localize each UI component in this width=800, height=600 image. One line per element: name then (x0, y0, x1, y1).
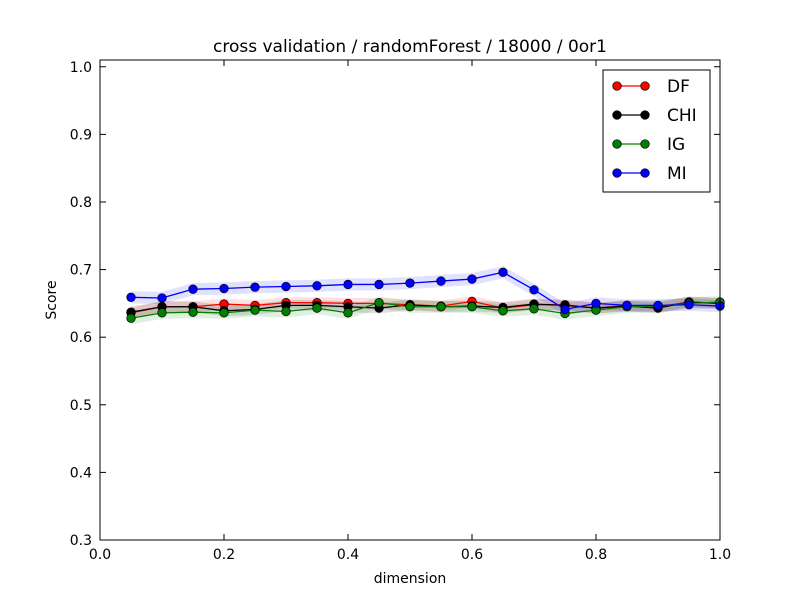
legend: DF CHI IG MI (602, 69, 711, 193)
legend-marker (640, 81, 650, 91)
x-axis-label: dimension (374, 571, 447, 587)
legend-marker (640, 139, 650, 149)
line-mi (130, 271, 721, 311)
y-tick-label: 0.4 (70, 465, 92, 481)
series-markers (126, 267, 725, 323)
legend-item-df: DF (612, 77, 690, 97)
legend-item-mi: MI (612, 164, 687, 184)
point-ig (157, 308, 167, 318)
point-mi (653, 300, 663, 311)
legend-label: CHI (667, 106, 697, 126)
chart-title: cross validation / randomForest / 18000 … (213, 37, 607, 57)
point-ig (281, 306, 291, 317)
point-mi (436, 276, 446, 286)
series-lines (130, 271, 721, 319)
x-tick-label: 0.8 (585, 547, 607, 563)
point-mi (529, 285, 539, 295)
y-tick-label: 0.7 (70, 263, 92, 279)
band-ig (131, 295, 720, 325)
point-ig (467, 302, 477, 312)
legend-item-ig: IG (612, 135, 685, 155)
point-mi (219, 283, 229, 294)
point-mi (622, 300, 632, 311)
legend-marker (612, 168, 622, 178)
point-ig (374, 298, 384, 308)
point-mi (560, 304, 570, 315)
point-mi (374, 279, 384, 290)
point-mi (312, 281, 322, 291)
legend-label: MI (667, 164, 687, 184)
legend-marker (640, 110, 650, 120)
point-mi (684, 300, 694, 310)
y-tick-label: 0.6 (70, 330, 92, 346)
point-mi (126, 292, 136, 302)
legend-label: IG (667, 135, 685, 155)
plot-frame (99, 59, 721, 541)
x-tick-label: 0.4 (337, 547, 359, 563)
y-tick-label: 0.8 (70, 195, 92, 211)
y-tick-label: 0.3 (70, 533, 92, 549)
point-ig (436, 302, 446, 312)
point-ig (405, 302, 415, 312)
legend-marker (612, 110, 622, 120)
y-tick-label: 1.0 (70, 60, 92, 76)
point-mi (591, 298, 601, 309)
x-tick-label: 0.2 (213, 547, 235, 563)
legend-marker (612, 139, 622, 149)
legend-label: DF (667, 77, 690, 97)
confidence-bands (131, 266, 720, 325)
line-chi (130, 301, 721, 313)
point-ig (343, 308, 353, 318)
point-ig (312, 303, 322, 313)
band-mi (131, 266, 720, 316)
point-ig (188, 307, 198, 317)
point-ig (250, 305, 260, 315)
point-mi (188, 284, 198, 294)
point-mi (281, 281, 291, 292)
legend-marker (612, 81, 622, 91)
point-mi (405, 278, 415, 288)
legend-marker (640, 168, 650, 178)
point-ig (126, 313, 136, 323)
point-ig (529, 304, 539, 314)
point-ig (498, 306, 508, 316)
y-tick-label: 0.9 (70, 127, 92, 143)
point-mi (250, 282, 260, 292)
legend-item-chi: CHI (612, 106, 697, 126)
axis-ticks: 0.0 0.2 0.4 0.6 0.8 1.0 0.3 0.4 0.5 0.6 0.7 0.8 0.9 1… (70, 60, 731, 563)
y-tick-label: 0.5 (70, 398, 92, 414)
y-axis-label: Score (44, 280, 60, 319)
x-tick-label: 0.0 (89, 547, 111, 563)
point-ig (219, 308, 229, 318)
x-tick-label: 1.0 (709, 547, 731, 563)
point-mi (343, 279, 353, 290)
line-ig (130, 301, 721, 319)
point-mi (157, 293, 167, 303)
x-tick-label: 0.6 (461, 547, 483, 563)
point-mi (467, 274, 477, 284)
point-mi (498, 267, 508, 277)
